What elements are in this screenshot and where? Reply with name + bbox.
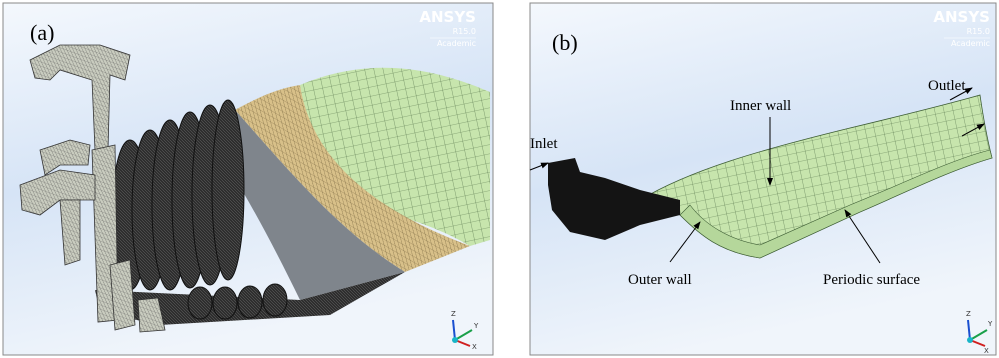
logo-edition: Academic xyxy=(437,39,476,48)
figure: (a) ANSYS R15.0 Academic Z Y X (b) ANSYS… xyxy=(0,0,999,358)
logo-brand: ANSYS xyxy=(419,8,476,26)
annotation: Inlet xyxy=(530,136,558,152)
axis-label: Z xyxy=(451,310,456,318)
page: (a) ANSYS R15.0 Academic Z Y X (b) ANSYS… xyxy=(0,0,999,358)
axis-label: Y xyxy=(473,322,479,330)
annotation: Periodic surface xyxy=(823,272,920,288)
annotation: Inner wall xyxy=(730,98,791,114)
panel-b: (b) ANSYS R15.0 Academic Inlet Inner wal… xyxy=(530,3,996,355)
annotation: Outer wall xyxy=(628,272,692,288)
axis-label: X xyxy=(984,347,989,355)
annotation: Outlet xyxy=(928,78,966,94)
panel-label: (b) xyxy=(552,30,578,55)
logo-edition: Academic xyxy=(951,39,990,48)
axis-label: Z xyxy=(966,310,971,318)
panel-a: (a) ANSYS R15.0 Academic Z Y X xyxy=(3,3,493,355)
axis-label: Y xyxy=(987,320,993,328)
logo-version: R15.0 xyxy=(453,27,476,36)
axis-label: X xyxy=(472,343,477,351)
logo-brand: ANSYS xyxy=(933,8,990,26)
panel-label: (a) xyxy=(30,20,54,45)
logo-version: R15.0 xyxy=(967,27,990,36)
